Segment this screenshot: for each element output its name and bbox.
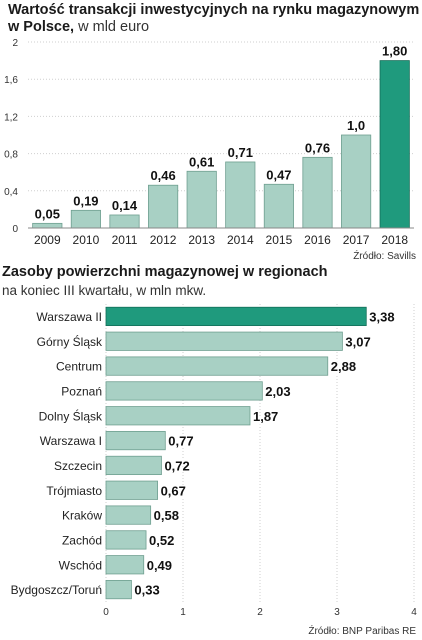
chart2-data-label: 1,87 (253, 409, 278, 424)
chart2-category-label: Warszawa I (40, 434, 102, 448)
chart2-svg: 0 1 2 3 4 Warszawa II 3,38 Górny Śląsk 3,07 Centr… (11, 304, 417, 618)
chart1-bar (148, 184, 179, 229)
chart2-x-tick: 4 (411, 607, 417, 618)
chart1-svg: 0 0,4 0,8 1,2 1,6 2 0,05 2009 0,19 2010 0,14 2011 0,… (4, 38, 414, 247)
chart2-category-label: Centrum (56, 360, 102, 374)
chart1-data-label: 0,14 (112, 198, 138, 213)
chart2-category-label: Warszawa II (36, 310, 102, 324)
chart1-x-tick: 2017 (343, 233, 370, 247)
chart1-data-label: 0,71 (228, 145, 253, 160)
chart1-bar (109, 214, 140, 229)
chart1-x-tick: 2014 (227, 233, 254, 247)
chart2-category-label: Szczecin (54, 459, 102, 473)
chart2-category-label: Kraków (62, 509, 102, 523)
chart2-category-label: Dolny Śląsk (39, 408, 103, 423)
chart2-bar (105, 406, 251, 426)
chart2-bar (105, 579, 132, 600)
chart2-data-label: 0,67 (161, 483, 186, 498)
chart2-data-label: 0,52 (149, 533, 174, 548)
chart1-subtitle: w mld euro (78, 19, 150, 35)
chart1-bar (263, 183, 294, 229)
chart2-data-label: 0,72 (164, 458, 189, 473)
chart1-y-tick: 1,2 (4, 112, 18, 123)
chart2-category-label: Wschód (59, 558, 102, 572)
chart1-data-label: 1,0 (347, 118, 365, 133)
chart1-bar (379, 60, 410, 229)
chart1-x-tick: 2012 (150, 233, 177, 247)
chart2-bar (105, 555, 145, 575)
chart1-bar (32, 222, 63, 229)
chart1-data-label: 0,19 (73, 193, 98, 208)
chart2-bar (105, 331, 343, 351)
chart1-x-tick: 2011 (112, 233, 138, 247)
chart1-data-label: 0,61 (189, 154, 214, 169)
chart2-category-label: Poznań (61, 384, 102, 398)
chart2-bar (105, 430, 166, 451)
chart2-bar (105, 356, 329, 376)
chart1-x-tick: 2010 (73, 233, 100, 247)
chart1-y-tick: 0 (12, 224, 18, 235)
chart2-bar (105, 505, 152, 525)
chart2-category-label: Zachód (62, 533, 102, 547)
chart2-x-tick: 1 (180, 607, 186, 618)
chart2-data-label: 3,07 (345, 334, 370, 349)
chart1-data-label: 0,46 (150, 168, 175, 183)
chart2-data-label: 0,58 (154, 508, 179, 523)
chart2-x-tick: 3 (334, 607, 340, 618)
chart2-x-tick: 0 (103, 607, 109, 618)
chart1-bar (302, 156, 333, 229)
chart2-data-label: 0,49 (147, 558, 172, 573)
chart2-bar (105, 306, 367, 327)
chart1-bar (186, 170, 217, 229)
chart2-bar (105, 381, 263, 401)
chart1-data-label: 0,47 (266, 167, 291, 182)
chart2-data-label: 2,03 (265, 384, 290, 399)
chart1-x-tick: 2015 (266, 233, 293, 247)
chart1-y-tick: 2 (12, 38, 18, 49)
chart1-data-label: 0,76 (305, 140, 330, 155)
chart2-title: Zasoby powierzchni magazynowej w regiona… (2, 264, 328, 280)
chart1-title: Wartość transakcji inwestycyjnych na ryn… (8, 2, 420, 35)
chart2-data-label: 0,33 (134, 583, 159, 598)
chart1-bar (70, 209, 101, 229)
chart2-bar (105, 530, 147, 550)
chart1-y-tick: 0,8 (4, 150, 18, 161)
chart2-data-label: 3,38 (369, 309, 394, 324)
chart2-category-label: Górny Śląsk (37, 334, 103, 349)
chart2-subtitle: na koniec III kwartału, w mln mkw. (2, 283, 207, 298)
chart1-bar (341, 134, 372, 229)
chart1-bar (225, 161, 256, 229)
chart1-x-tick: 2016 (304, 233, 331, 247)
chart1-y-tick: 1,6 (4, 75, 18, 86)
chart2-data-label: 2,88 (331, 359, 356, 374)
chart1-source: Źródło: Savills (353, 251, 416, 262)
chart1-data-label: 0,05 (35, 206, 60, 221)
chart2-data-label: 0,77 (168, 434, 193, 449)
chart1-data-label: 1,80 (382, 44, 407, 59)
chart1-x-tick: 2018 (381, 233, 408, 247)
chart2-bar (105, 455, 162, 476)
chart2-x-tick: 2 (257, 607, 263, 618)
chart1-y-tick: 0,4 (4, 187, 18, 198)
chart1-x-tick: 2009 (34, 233, 61, 247)
chart1-x-tick: 2013 (188, 233, 215, 247)
chart2-bar (105, 480, 158, 500)
chart2-category-label: Trójmiasto (46, 484, 102, 498)
chart2-source: Źródło: BNP Paribas RE (308, 626, 416, 637)
chart2-category-label: Bydgoszcz/Toruń (11, 583, 102, 597)
